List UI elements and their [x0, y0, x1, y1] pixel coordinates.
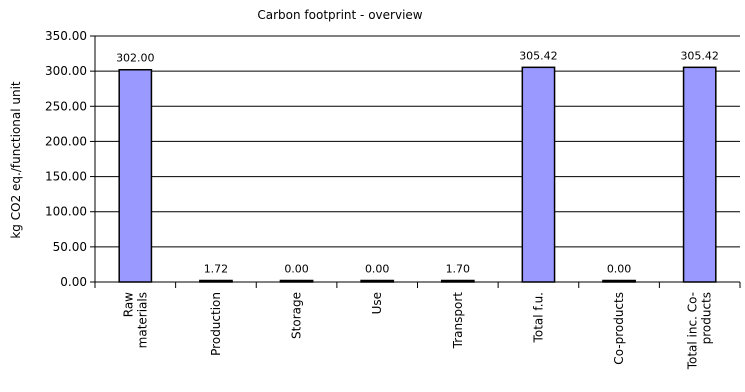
bar: [682, 66, 717, 283]
y-tick-label: 250.00: [45, 99, 87, 113]
chart-title: Carbon footprint - overview: [257, 8, 422, 22]
x-tick-label-line: Storage: [290, 292, 304, 339]
x-tick-label-line: materials: [135, 292, 149, 348]
x-tick-label: Total inc. Co-products: [686, 292, 714, 370]
x-tick-label-line: Use: [370, 292, 384, 314]
y-tick-label: 300.00: [45, 64, 87, 78]
data-label: 1.70: [446, 263, 471, 276]
bars: [118, 66, 717, 283]
x-tick-label-line: Production: [209, 292, 223, 356]
x-tick-label: Raw materials: [121, 292, 149, 349]
data-labels: 302.00 1.72 0.00 0.00 1.70 305.42 0.00 305.42: [116, 49, 719, 275]
y-axis-ticks: 0.00 50.00 100.00 150.00 200.00 250.00 300.00 3…: [45, 29, 95, 289]
x-tick-label-line: Transport: [451, 292, 465, 350]
x-tick-label: Total f.u.: [531, 292, 545, 343]
x-tick-label-line: products: [700, 292, 714, 344]
x-tick-label-line: Total f.u.: [531, 292, 545, 343]
bar: [199, 279, 233, 283]
gridlines: [94, 35, 740, 283]
x-tick-label: Co-products: [612, 292, 626, 365]
data-label: 302.00: [116, 52, 155, 65]
data-label: 1.72: [204, 263, 229, 276]
x-tick-label: Production: [209, 292, 223, 356]
data-label: 0.00: [607, 263, 632, 276]
y-tick-label: 350.00: [45, 29, 87, 43]
y-axis-label: kg CO2 eq./functional unit: [9, 81, 23, 239]
y-tick-label: 50.00: [53, 240, 87, 254]
bar: [279, 279, 314, 283]
data-label: 0.00: [365, 263, 390, 276]
data-label: 305.42: [519, 49, 558, 62]
y-tick-label: 100.00: [45, 205, 87, 219]
x-tick-label-line: Co-products: [612, 292, 626, 365]
y-tick-label: 200.00: [45, 134, 87, 148]
bar: [440, 279, 475, 283]
data-label: 0.00: [284, 263, 309, 276]
x-tick-label: Storage: [290, 292, 304, 339]
y-tick-label: 150.00: [45, 170, 87, 184]
x-tick-label: Use: [370, 292, 384, 314]
data-label: 305.42: [680, 49, 719, 62]
bar: [360, 279, 395, 283]
x-tick-label-line: Raw: [121, 292, 135, 317]
bar: [602, 279, 636, 283]
y-tick-label: 0.00: [60, 275, 87, 289]
x-tick-label: Transport: [451, 292, 465, 350]
bar: [118, 68, 153, 283]
bar: [521, 66, 556, 283]
x-tick-label-line: Total inc. Co-: [686, 292, 700, 370]
x-axis-ticks: Raw materials Production Storage Use Transpor…: [94, 282, 741, 370]
